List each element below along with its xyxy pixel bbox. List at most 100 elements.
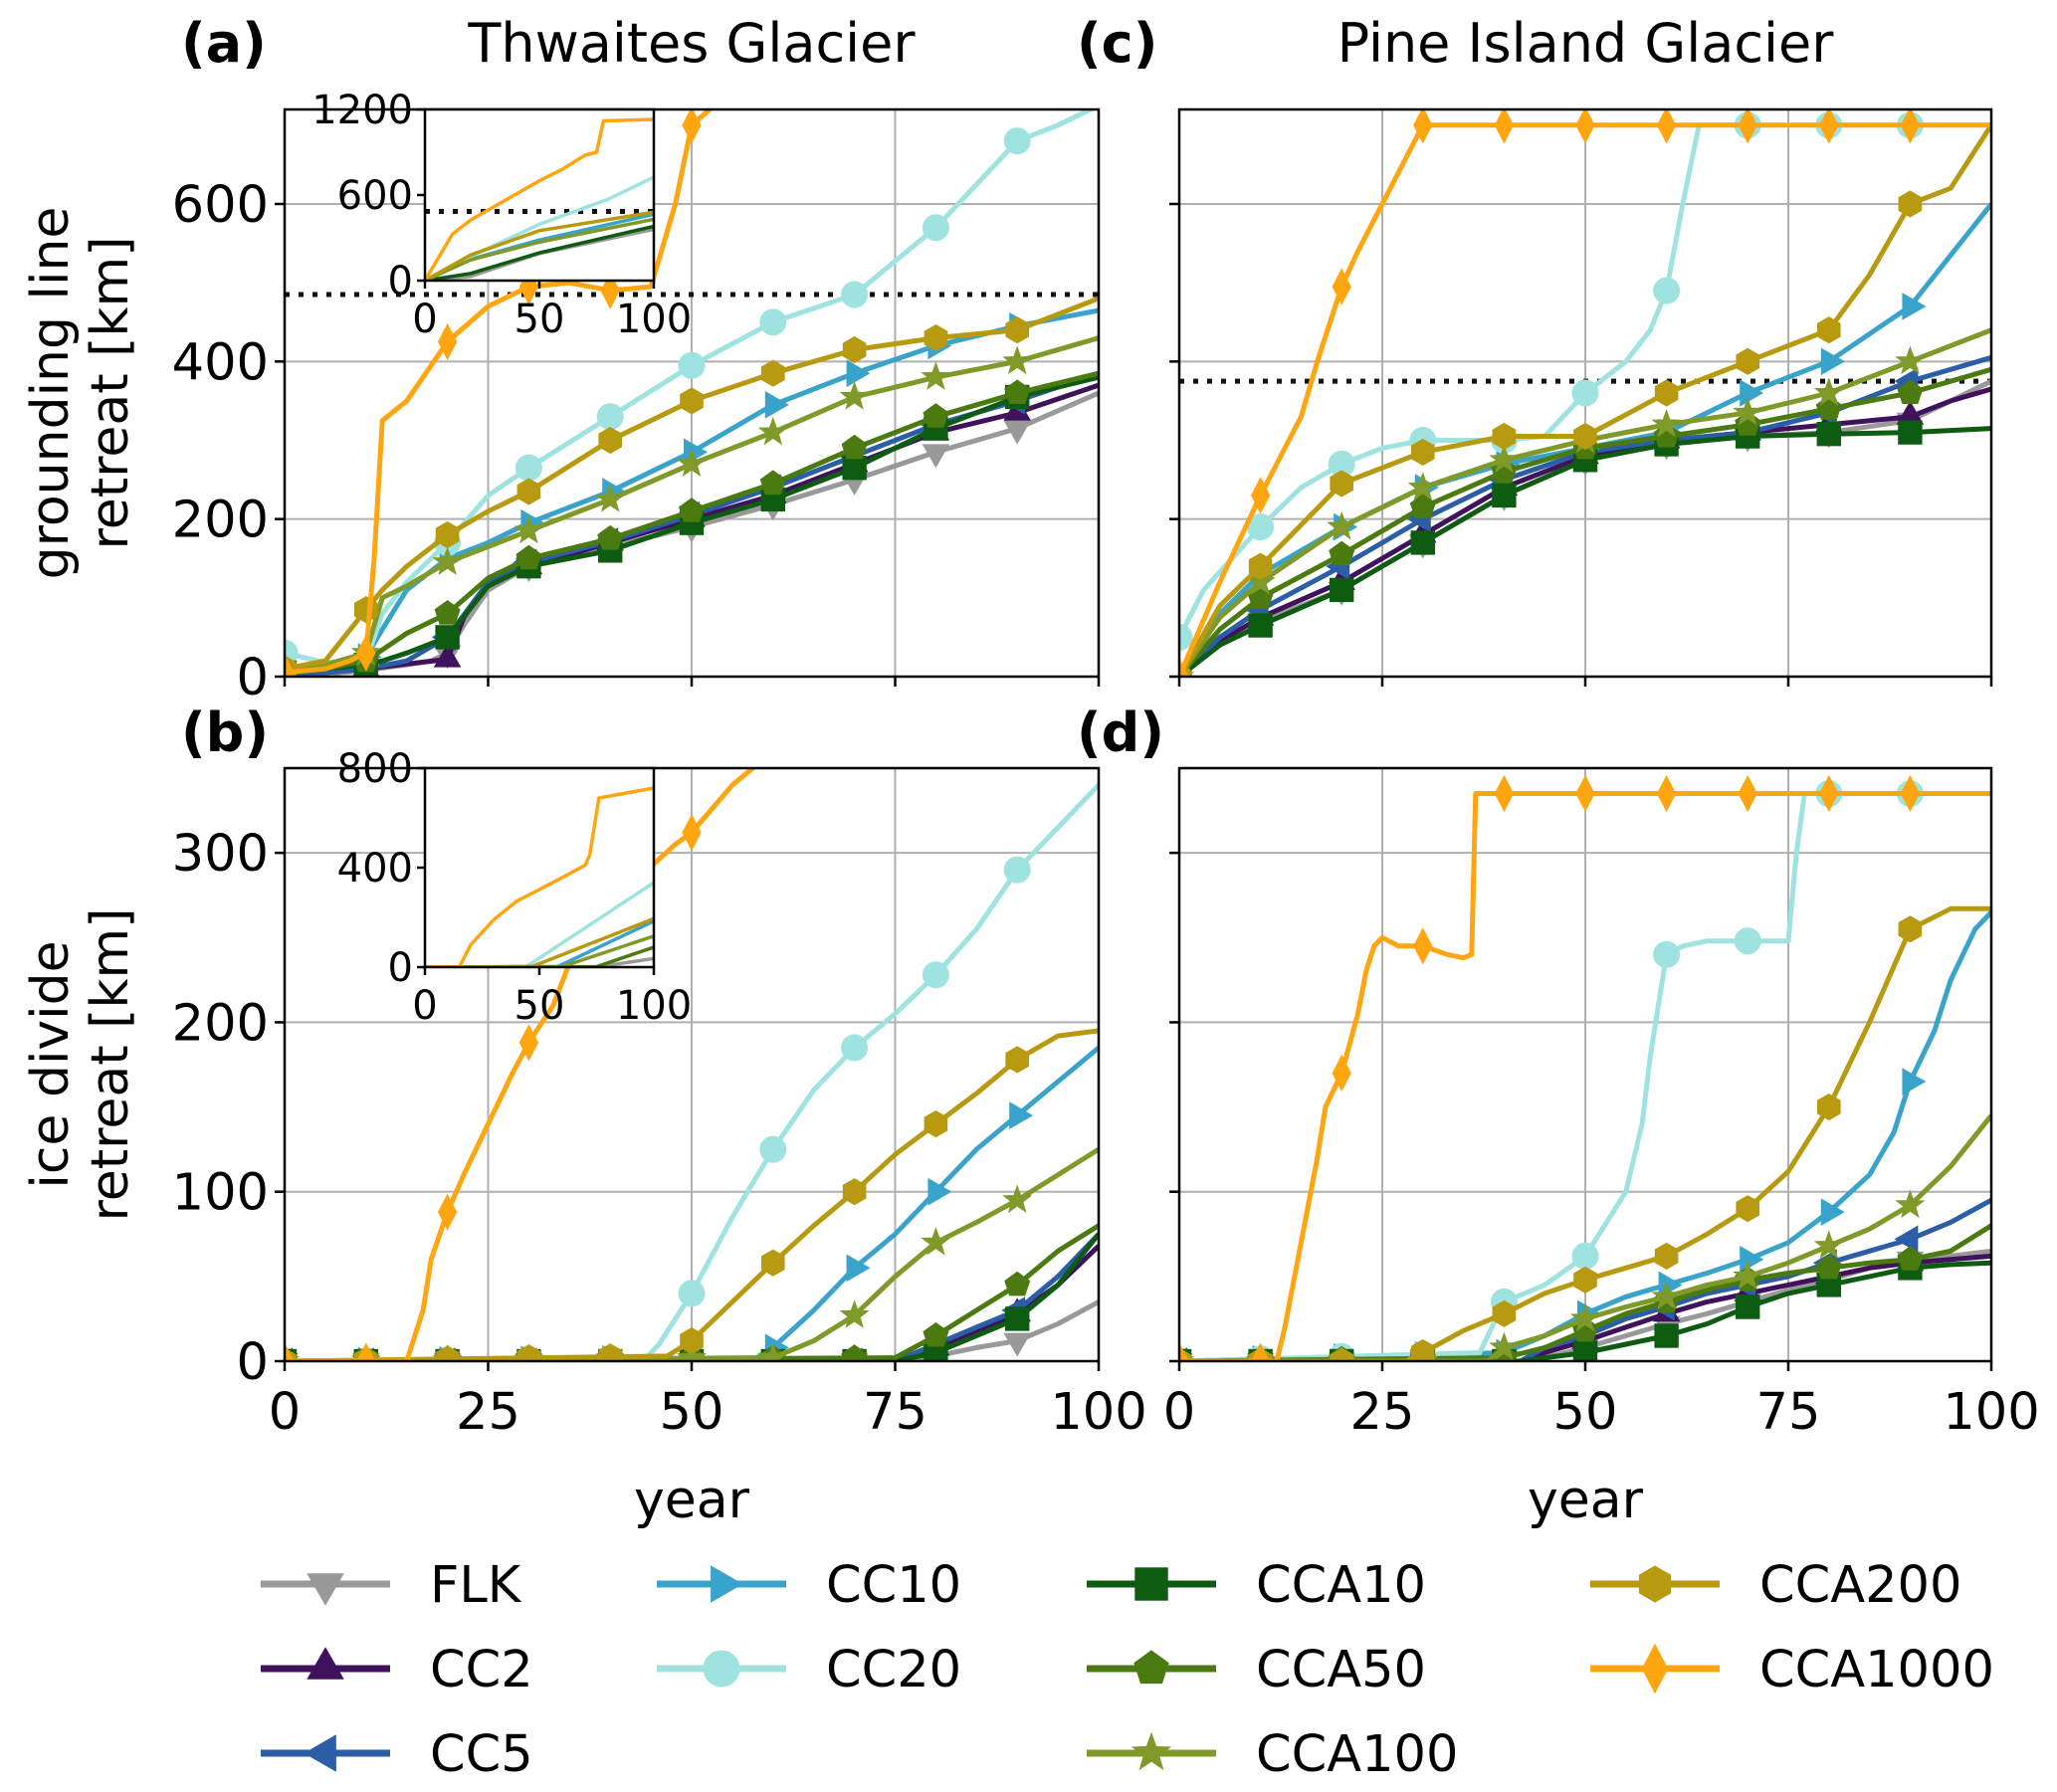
ticks-d: 0 25 50 75 100 bbox=[1163, 851, 2040, 1442]
point-c-CC10-70 bbox=[1740, 379, 1764, 407]
inset-line-b-CC20 bbox=[425, 881, 654, 967]
point-b-CCA1000-20 bbox=[437, 1193, 458, 1231]
point-c-CCA100-40 bbox=[1489, 444, 1520, 474]
point-c-CCA1000-30 bbox=[1413, 109, 1433, 144]
panel-title-a: Thwaites Glacier bbox=[467, 12, 916, 75]
point-d-CC5-90 bbox=[1894, 1225, 1919, 1254]
inset-ytick-label-b-1: 400 bbox=[337, 846, 413, 892]
point-c-CCA200-90 bbox=[1898, 190, 1923, 218]
point-d-CCA200-40 bbox=[1492, 1299, 1517, 1327]
point-b-CCA200-90 bbox=[1005, 1046, 1029, 1074]
point-d-CCA200-70 bbox=[1736, 1195, 1759, 1223]
point-a-CC20-60 bbox=[759, 308, 787, 336]
point-d-CC20-50 bbox=[1571, 1242, 1599, 1270]
point-a-CCA1000-10 bbox=[356, 634, 376, 672]
inset-ytick-label-a-1: 600 bbox=[337, 173, 413, 219]
point-c-CCA50-90 bbox=[1897, 379, 1924, 404]
legend-item-CC2: CC2 bbox=[261, 1641, 533, 1699]
point-a-CCA50-20 bbox=[434, 600, 461, 625]
panel-label-c: (c) bbox=[1077, 12, 1157, 75]
legend-label-CCA200: CCA200 bbox=[1759, 1556, 1961, 1615]
point-a-CCA50-50 bbox=[679, 498, 705, 522]
legend: FLK CC2 CC5 CC10 CC20 CCA10 CCA50 CCA100 CCA200 C… bbox=[261, 1556, 1994, 1784]
legend-marker-CC20 bbox=[703, 1650, 740, 1688]
point-d-CC10-80 bbox=[1820, 1198, 1845, 1226]
legend-marker-CC5 bbox=[304, 1734, 336, 1772]
ytick-label-a-2: 400 bbox=[172, 333, 269, 392]
point-b-CCA1000-10 bbox=[356, 1342, 376, 1361]
legend-item-CCA100: CCA100 bbox=[1087, 1725, 1458, 1784]
point-b-CCA200-70 bbox=[842, 1178, 867, 1206]
point-b-CCA100-90 bbox=[1002, 1184, 1033, 1213]
line-d-CC10 bbox=[1179, 909, 1991, 1361]
point-c-CCA100-30 bbox=[1407, 472, 1438, 500]
legend-marker-CCA10 bbox=[1134, 1567, 1168, 1601]
point-d-CCA100-50 bbox=[1569, 1302, 1601, 1332]
point-a-FLK-90 bbox=[1003, 420, 1031, 445]
point-d-CCA1000-40 bbox=[1494, 774, 1515, 813]
inset-a: 0 50 100 0 600 1200 bbox=[311, 88, 692, 342]
point-d-CCA10-60 bbox=[1654, 1323, 1679, 1348]
point-c-CC10-80 bbox=[1820, 347, 1845, 376]
legend-item-CCA1000: CCA1000 bbox=[1590, 1641, 1994, 1699]
point-d-CCA50-80 bbox=[1815, 1254, 1842, 1280]
inset-line-a-CCA100 bbox=[425, 217, 654, 281]
series-d-CCA1000 bbox=[1179, 774, 1991, 1361]
point-d-CC10-70 bbox=[1740, 1246, 1764, 1274]
series-group-d bbox=[1179, 774, 1991, 1361]
point-a-CCA50-90 bbox=[1004, 379, 1031, 404]
line-b-CC5 bbox=[285, 1232, 1099, 1361]
panel-label-a: (a) bbox=[181, 12, 267, 75]
point-c-CCA10-80 bbox=[1816, 421, 1841, 447]
series-c-CCA1000 bbox=[1179, 109, 1991, 677]
point-a-CCA100-90 bbox=[1002, 345, 1033, 375]
point-a-CC20-30 bbox=[514, 454, 542, 482]
point-b-CCA200-40 bbox=[598, 1343, 622, 1361]
inset-xtick-label-a-1: 50 bbox=[514, 297, 565, 342]
inset-xtick-label-b-0: 0 bbox=[412, 983, 437, 1029]
point-c-CCA200-10 bbox=[1248, 552, 1273, 580]
legend-label-CCA10: CCA10 bbox=[1256, 1556, 1426, 1615]
point-b-CC20-90 bbox=[1003, 856, 1031, 884]
legend-marker-CCA1000 bbox=[1641, 1643, 1669, 1694]
point-a-CCA50-40 bbox=[597, 524, 624, 550]
point-a-CC20-80 bbox=[922, 214, 949, 242]
point-c-CCA1000-90 bbox=[1900, 109, 1921, 144]
line-b-CCA100 bbox=[285, 1146, 1099, 1361]
inset-xtick-label-b-1: 50 bbox=[514, 983, 565, 1029]
point-c-CCA200-40 bbox=[1492, 422, 1517, 451]
point-d-CCA10-70 bbox=[1736, 1294, 1760, 1319]
point-b-CC10-80 bbox=[927, 1177, 952, 1206]
point-b-CCA200-30 bbox=[516, 1344, 541, 1361]
point-b-CCA50-70 bbox=[841, 1344, 868, 1361]
point-a-CCA200-30 bbox=[516, 478, 541, 505]
legend-item-FLK: FLK bbox=[261, 1556, 522, 1615]
point-d-CCA1000-80 bbox=[1819, 774, 1839, 813]
series-group-b bbox=[285, 768, 1099, 1361]
point-b-CCA200-80 bbox=[924, 1110, 948, 1138]
point-c-CCA1000-20 bbox=[1332, 268, 1351, 305]
point-a-CCA100-50 bbox=[677, 448, 707, 477]
point-c-CCA50-20 bbox=[1329, 540, 1355, 566]
panel-c: (c) Pine Island Glacier bbox=[1077, 12, 1993, 687]
point-a-CCA10-20 bbox=[435, 625, 460, 650]
point-c-CCA200-30 bbox=[1411, 438, 1435, 466]
point-a-CCA200-80 bbox=[924, 324, 948, 352]
legend-label-CC2: CC2 bbox=[430, 1641, 533, 1699]
point-c-CCA1000-50 bbox=[1575, 109, 1595, 144]
point-c-CCA200-60 bbox=[1654, 379, 1679, 407]
inset-b-ticks: 0 50 100 0 400 800 bbox=[337, 746, 693, 1029]
point-c-CCA100-60 bbox=[1651, 408, 1682, 438]
point-b-CC20-60 bbox=[759, 1135, 787, 1163]
series-a-CCA100 bbox=[285, 335, 1099, 677]
ticks-a: 0 200 400 600 bbox=[172, 176, 1101, 707]
legend-label-FLK: FLK bbox=[430, 1556, 522, 1615]
point-c-CCA100-20 bbox=[1327, 510, 1357, 540]
panel-d: 0 25 50 75 100 (d) year bbox=[1077, 701, 2040, 1530]
point-c-CCA200-70 bbox=[1736, 347, 1759, 375]
point-a-CCA1000-20 bbox=[437, 322, 458, 361]
point-a-CC20-50 bbox=[678, 351, 706, 379]
point-a-CC20-90 bbox=[1003, 127, 1031, 155]
point-b-CCA10-90 bbox=[1005, 1306, 1030, 1331]
inset-xtick-label-a-2: 100 bbox=[616, 297, 692, 342]
